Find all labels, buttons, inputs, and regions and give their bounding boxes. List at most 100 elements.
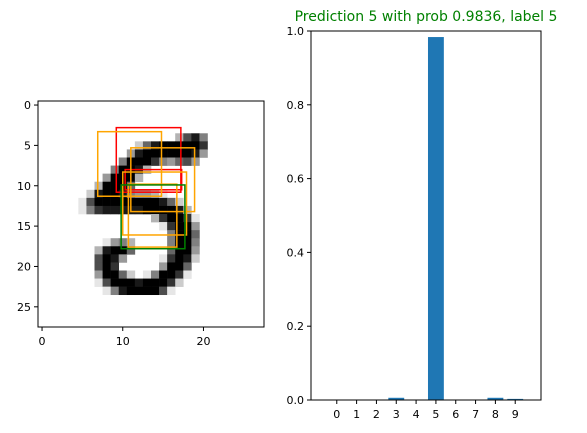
image-pixel xyxy=(94,197,103,207)
image-pixel xyxy=(142,197,152,207)
image-pixel xyxy=(142,270,152,279)
bar-y-axis: 0.0 0.2 0.4 0.6 0.8 1.0 xyxy=(287,25,311,407)
image-pixel xyxy=(94,254,103,263)
image-pixel xyxy=(110,181,120,191)
image-pixel xyxy=(175,270,184,279)
image-axes-frame xyxy=(37,100,265,328)
image-pixel xyxy=(151,157,160,166)
image-pixel xyxy=(167,246,176,255)
bar-8 xyxy=(487,397,504,400)
attention-box xyxy=(115,126,182,193)
image-pixel xyxy=(175,262,184,271)
image-pixel xyxy=(110,246,120,255)
image-pixel xyxy=(167,157,176,166)
bar-x-tick-label: 1 xyxy=(353,408,360,421)
image-pixel xyxy=(110,238,120,247)
image-pixel xyxy=(183,133,192,142)
image-pixel xyxy=(118,157,128,166)
image-pixel xyxy=(159,149,168,158)
image-pixel xyxy=(151,286,160,296)
image-pixel xyxy=(151,270,160,279)
image-pixel xyxy=(159,286,168,296)
image-pixel xyxy=(142,149,152,158)
image-pixel xyxy=(183,222,192,231)
image-y-tick-label: 10 xyxy=(17,180,31,193)
image-panel: 0 10 20 0 5 10 15 20 25 xyxy=(17,99,265,348)
bar-x-tick-label: 2 xyxy=(373,408,380,421)
bar-x-tick-label: 6 xyxy=(452,408,459,421)
image-pixel xyxy=(159,222,168,231)
image-pixel xyxy=(94,262,103,271)
image-pixel xyxy=(167,205,176,215)
image-pixel xyxy=(183,238,192,247)
image-pixel xyxy=(191,230,200,239)
attention-box xyxy=(96,130,163,197)
image-pixel xyxy=(159,278,168,287)
image-pixel xyxy=(175,278,184,287)
image-pixel xyxy=(167,270,176,279)
bar-x-tick-label: 9 xyxy=(512,408,519,421)
attention-box xyxy=(130,147,196,213)
image-y-tick-label: 0 xyxy=(24,99,31,112)
image-pixel xyxy=(142,286,152,296)
image-pixel xyxy=(191,133,200,142)
image-pixel xyxy=(175,214,184,223)
image-pixel xyxy=(102,173,111,183)
image-x-axis: 0 10 20 xyxy=(39,327,210,348)
image-pixel xyxy=(110,270,120,279)
image-pixel xyxy=(142,141,152,150)
image-pixel xyxy=(159,197,168,207)
image-pixel xyxy=(118,254,128,263)
bar-y-tick-label: 0.2 xyxy=(287,320,305,333)
image-pixel xyxy=(134,286,144,296)
bar-5 xyxy=(427,37,444,400)
bar-x-tick-label: 7 xyxy=(472,408,479,421)
image-pixel xyxy=(159,157,168,166)
image-pixel xyxy=(175,205,184,215)
image-x-tick-label: 0 xyxy=(39,335,46,348)
bar-y-tick-label: 0.0 xyxy=(287,394,305,407)
image-pixel xyxy=(134,157,144,166)
image-pixel xyxy=(183,270,192,279)
image-pixel xyxy=(167,262,176,271)
image-pixel xyxy=(86,189,95,199)
image-pixel xyxy=(167,238,176,247)
image-pixel xyxy=(159,214,168,223)
bar-x-tick-label: 0 xyxy=(333,408,340,421)
bar-axes-frame xyxy=(310,30,542,401)
image-pixel xyxy=(167,222,176,231)
image-y-axis: 0 5 10 15 20 25 xyxy=(17,99,38,314)
image-pixel xyxy=(167,149,176,158)
image-pixel xyxy=(94,270,103,279)
image-pixel xyxy=(110,205,120,215)
bar-x-tick-label: 5 xyxy=(432,408,439,421)
bar-x-tick-label: 4 xyxy=(413,408,420,421)
image-pixel xyxy=(167,286,176,296)
image-pixel xyxy=(142,278,152,287)
image-pixel xyxy=(142,189,152,199)
bar-x-tick-label: 3 xyxy=(393,408,400,421)
image-pixel xyxy=(102,278,111,287)
image-pixel xyxy=(110,286,120,296)
image-pixel xyxy=(175,149,184,158)
bar-y-tick-label: 0.4 xyxy=(287,246,305,259)
image-pixel xyxy=(102,262,111,271)
image-pixel xyxy=(175,157,184,166)
image-pixel xyxy=(126,270,136,279)
image-pixel xyxy=(175,246,184,255)
image-pixel xyxy=(167,254,176,263)
image-pixel xyxy=(151,214,160,223)
image-pixel xyxy=(102,270,111,279)
image-x-tick-label: 10 xyxy=(116,335,130,348)
image-pixel xyxy=(94,181,103,191)
image-pixel xyxy=(159,141,168,150)
image-pixel xyxy=(191,149,200,158)
image-pixel xyxy=(134,205,144,215)
image-pixel xyxy=(191,238,200,247)
image-pixel xyxy=(151,141,160,150)
image-pixel xyxy=(118,246,128,255)
image-pixel xyxy=(110,197,120,207)
image-pixel xyxy=(86,197,95,207)
image-pixel xyxy=(159,205,168,215)
